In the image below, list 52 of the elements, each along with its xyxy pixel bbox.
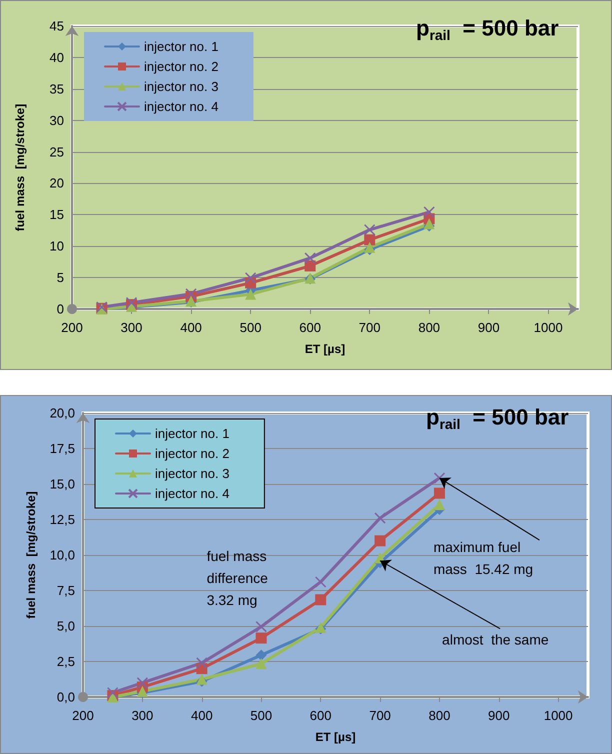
y-tick-label: 0,0 <box>56 690 75 704</box>
y-tick-label: 5 <box>56 270 64 286</box>
y-tick-label: 12,5 <box>50 512 75 527</box>
annotation: almost the same <box>442 632 549 648</box>
y-tick-label: 20,0 <box>50 406 75 420</box>
x-tick-label: 1000 <box>534 320 563 335</box>
x-tick-label: 700 <box>358 320 380 335</box>
legend-label: injector no. 2 <box>144 59 218 74</box>
y-tick-label: 15,0 <box>50 476 75 492</box>
legend-label: injector no. 4 <box>155 486 230 501</box>
y-tick-label: 20 <box>50 176 64 191</box>
annotation: fuel mass difference 3.32 mg <box>206 548 272 608</box>
y-axis-title: fuel mass [mg/stroke] <box>24 491 38 619</box>
x-tick-label: 400 <box>190 708 213 723</box>
x-tick-label: 300 <box>120 320 142 335</box>
y-tick-label: 45 <box>50 18 64 34</box>
y-tick-label: 15 <box>50 207 64 222</box>
x-tick-label: 600 <box>299 320 321 335</box>
y-tick-label: 25 <box>50 144 64 160</box>
legend-label: injector no. 3 <box>144 79 218 94</box>
x-tick-label: 200 <box>72 708 94 723</box>
x-tick-label: 500 <box>240 320 262 335</box>
x-axis-title: ET [µs] <box>315 730 356 744</box>
legend-label: injector no. 1 <box>144 39 218 54</box>
legend-label: injector no. 4 <box>144 99 218 114</box>
y-tick-label: 35 <box>50 81 64 96</box>
x-tick-label: 800 <box>418 320 440 335</box>
x-tick-label: 800 <box>428 708 450 723</box>
x-tick-label: 900 <box>488 708 510 723</box>
legend-label: injector no. 3 <box>155 466 230 481</box>
x-tick-label: 200 <box>61 320 83 335</box>
x-tick-label: 1000 <box>544 708 573 723</box>
x-tick-label: 300 <box>132 708 154 723</box>
y-tick-label: 40 <box>50 50 64 65</box>
legend-label: injector no. 2 <box>155 446 230 461</box>
y-tick-label: 30 <box>50 112 64 128</box>
annotation: maximum fuel mass 15.42 mg <box>433 539 534 578</box>
y-tick-label: 10,0 <box>50 548 75 562</box>
x-tick-label: 700 <box>369 708 391 723</box>
x-tick-label: 900 <box>478 320 500 335</box>
y-tick-label: 5,0 <box>56 618 75 634</box>
x-axis-title: ET [µs] <box>304 342 346 356</box>
y-axis-title: fuel mass [mg/stroke] <box>13 104 27 232</box>
y-tick-label: 2,5 <box>56 654 75 669</box>
y-tick-label: 0 <box>56 302 64 316</box>
y-tick-label: 7,5 <box>56 583 75 598</box>
y-tick-label: 10 <box>50 238 64 254</box>
legend-label: injector no. 1 <box>155 426 230 441</box>
x-tick-label: 500 <box>250 708 272 723</box>
x-tick-label: 600 <box>310 708 332 723</box>
x-tick-label: 400 <box>180 320 202 335</box>
y-tick-label: 17,5 <box>50 441 75 456</box>
